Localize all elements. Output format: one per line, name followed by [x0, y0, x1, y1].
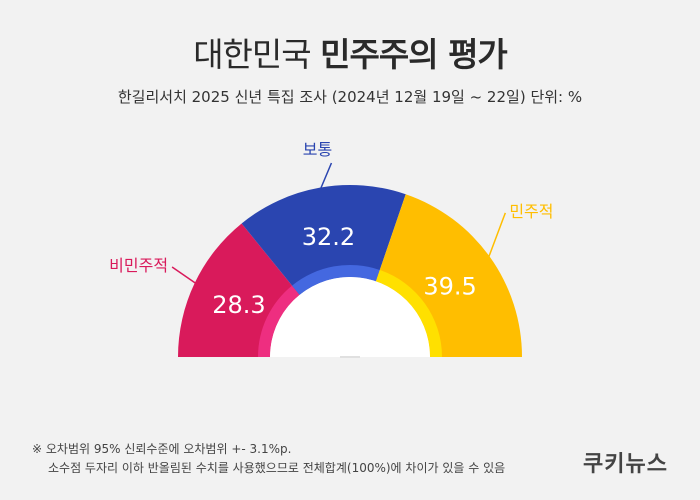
donut-hole	[270, 277, 430, 357]
brand-logo: 쿠키뉴스	[583, 452, 668, 477]
connector-normal	[319, 162, 333, 190]
connector-undemocratic	[171, 266, 197, 285]
footnote-line-1: ※ 오차범위 95% 신뢰수준에 오차범위 +- 3.1%p.	[32, 442, 292, 456]
footnote-line-2: 소수점 두자리 이하 반올림된 수치를 사용했으므로 전체합계(100%)에 차…	[48, 461, 506, 475]
category-label-normal: 보통	[303, 140, 332, 159]
value-label-democratic: 39.5	[423, 272, 476, 300]
footnote: ※ 오차범위 95% 신뢰수준에 오차범위 +- 3.1%p. 소수점 두자리 …	[32, 440, 505, 478]
inner-ring-normal	[292, 265, 380, 295]
title-bold: 민주주의 평가	[320, 35, 508, 74]
category-label-democratic: 민주적	[509, 202, 553, 221]
inner-ring-undemocratic	[258, 285, 300, 357]
subtitle: 한길리서치 2025 신년 특집 조사 (2024년 12월 19일 ~ 22일…	[117, 88, 583, 106]
category-label-undemocratic: 비민주적	[109, 256, 168, 275]
title-light: 대한민국	[193, 35, 311, 74]
connector-democratic	[487, 212, 507, 259]
slice-democratic	[375, 194, 522, 357]
value-label-undemocratic: 28.3	[212, 291, 265, 319]
value-label-normal: 32.2	[302, 223, 355, 251]
page-title: 대한민국 민주주의 평가	[0, 28, 700, 76]
inner-ring-democratic	[375, 269, 442, 357]
